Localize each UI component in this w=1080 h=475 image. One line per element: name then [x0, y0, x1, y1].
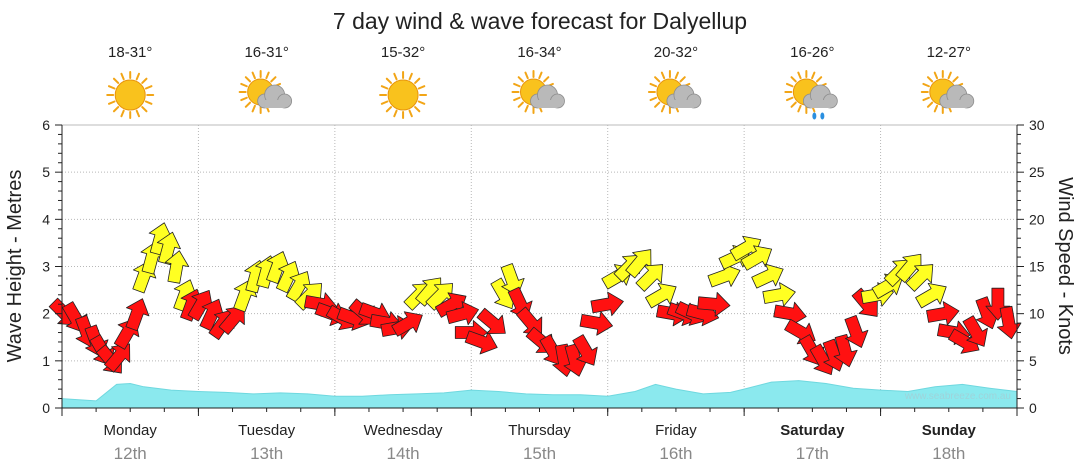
wind-arrow — [740, 245, 773, 271]
sun-cloud-icon — [647, 70, 702, 114]
sun-icon — [379, 71, 428, 119]
wind-arrow — [391, 311, 423, 337]
weather-row: 18-31° 16-31° 15-32° 16-34° 20-32° 16-26° 12-2… — [106, 44, 975, 120]
wind-arrow — [445, 301, 479, 326]
temp-range-label: 18-31° — [108, 44, 152, 61]
wind-arrow — [833, 333, 858, 368]
day-date-label: 14th — [387, 444, 420, 463]
wave-area — [61, 380, 1018, 409]
sun-cloud-icon — [920, 70, 975, 114]
y2-tick-label: 15 — [1029, 259, 1045, 275]
day-date-label: 16th — [659, 444, 692, 463]
day-name-label: Monday — [104, 422, 158, 439]
day-date-label: 13th — [250, 444, 283, 463]
wind-arrow — [572, 334, 598, 366]
day-date-label: 17th — [796, 444, 829, 463]
temp-range-label: 15-32° — [381, 44, 425, 61]
wind-arrow — [762, 282, 796, 307]
wind-arrow — [218, 305, 245, 335]
watermark: www.seabreeze.com.au — [904, 391, 1011, 402]
y-tick-label: 1 — [42, 353, 50, 369]
y2-tick-label: 0 — [1029, 400, 1037, 416]
y-tick-label: 6 — [42, 117, 50, 133]
sun-cloud-icon — [511, 70, 565, 114]
y2-tick-label: 25 — [1029, 164, 1045, 180]
sun-icon — [106, 71, 155, 119]
y2-tick-label: 20 — [1029, 211, 1045, 227]
y-tick-label: 2 — [42, 306, 50, 322]
day-name-label: Sunday — [922, 422, 977, 439]
wind-arrow — [476, 307, 506, 334]
day-date-label: 12th — [114, 444, 147, 463]
temp-range-label: 16-31° — [244, 44, 288, 61]
wave-height-series — [61, 380, 1018, 409]
y2-tick-label: 30 — [1029, 117, 1045, 133]
wind-arrow — [590, 291, 624, 317]
temp-range-label: 16-26° — [790, 44, 834, 61]
sun-cloud-icon — [238, 70, 293, 114]
day-name-label: Wednesday — [364, 422, 443, 439]
day-name-label: Tuesday — [238, 422, 295, 439]
day-name-label: Saturday — [780, 422, 845, 439]
temp-range-label: 20-32° — [654, 44, 698, 61]
day-name-label: Friday — [655, 422, 697, 439]
day-date-label: 15th — [523, 444, 556, 463]
day-date-label: 18th — [932, 444, 965, 463]
day-name-label: Thursday — [508, 422, 571, 439]
y2-tick-label: 10 — [1029, 306, 1045, 322]
right-axis-title: Wind Speed - Knots — [1054, 177, 1076, 355]
sun-cloud-rain-icon — [784, 70, 838, 120]
chart-title: 7 day wind & wave forecast for Dalyellup — [333, 8, 747, 34]
wind-arrow — [164, 250, 190, 284]
temp-range-label: 16-34° — [517, 44, 561, 61]
wind-arrow — [697, 292, 731, 317]
wind-arrow — [962, 315, 988, 347]
left-axis-title: Wave Height - Metres — [4, 170, 26, 363]
wind-arrow — [156, 231, 181, 266]
y2-tick-label: 5 — [1029, 353, 1037, 369]
wind-arrow — [751, 263, 784, 289]
y-tick-label: 0 — [42, 400, 50, 416]
wind-arrow — [104, 343, 131, 373]
wind-arrow — [579, 311, 613, 336]
wind-arrow — [905, 264, 934, 292]
wind-arrow — [125, 298, 150, 332]
gridlines — [62, 125, 1017, 408]
wind-arrow — [645, 283, 677, 309]
day-axis: Monday 12th Tuesday 13th Wednesday 14th Thursd… — [61, 407, 1018, 463]
wind-arrow — [926, 301, 960, 326]
y-tick-label: 3 — [42, 259, 50, 275]
left-axis: 0 1 2 3 4 5 6 — [42, 117, 63, 416]
y-tick-label: 4 — [42, 211, 50, 227]
temp-range-label: 12-27° — [927, 44, 971, 61]
wind-arrows — [48, 222, 1022, 377]
wind-arrow — [844, 315, 869, 348]
y-tick-label: 5 — [42, 164, 50, 180]
right-axis: 0 5 10 15 20 25 30 — [1016, 117, 1045, 416]
wind-arrow — [915, 283, 947, 309]
wind-arrow — [635, 264, 664, 292]
